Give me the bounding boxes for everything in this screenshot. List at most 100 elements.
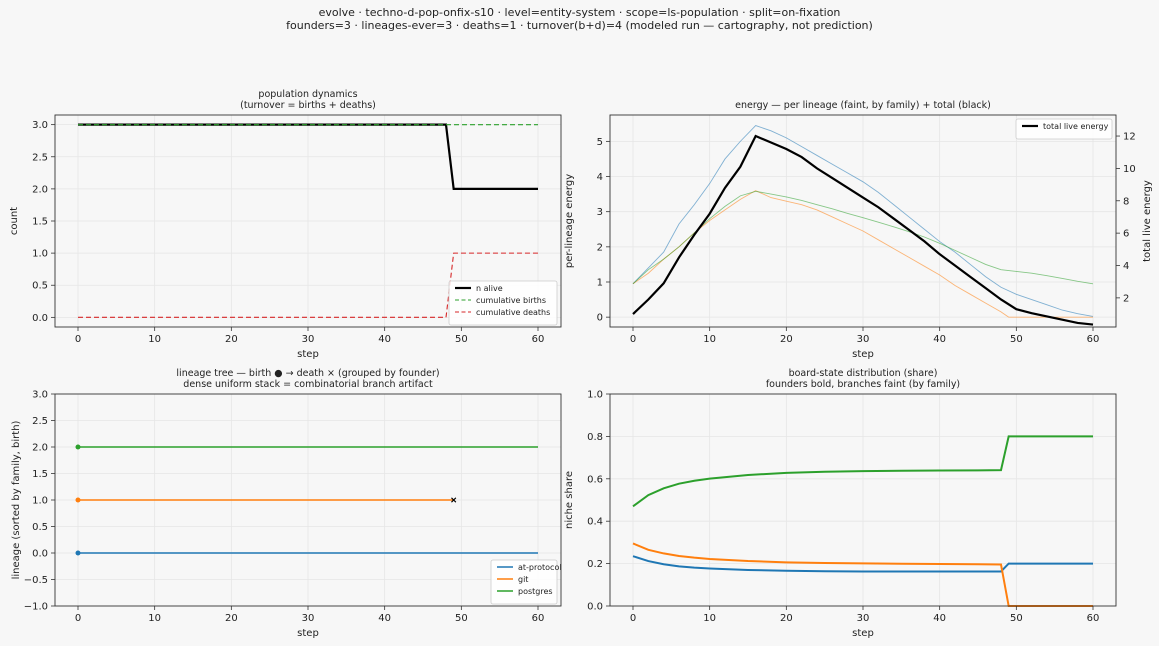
series-line — [632, 125, 1094, 317]
legend-label: cumulative births — [476, 296, 546, 305]
x-tick-label: 30 — [857, 334, 870, 345]
y2-tick-label: 2 — [1123, 293, 1129, 304]
x-tick-label: 20 — [780, 334, 793, 345]
y-tick-label: 0.0 — [32, 313, 48, 324]
y-tick-label: 4 — [597, 172, 603, 183]
x-tick-label: 60 — [1087, 334, 1100, 345]
y-axis-label: lineage (sorted by family, birth) — [11, 420, 22, 579]
y-tick-label: 3.0 — [32, 120, 48, 131]
y-axis-label: per-lineage energy — [564, 174, 575, 268]
y2-axis-label: total live energy — [1142, 180, 1153, 262]
y2-tick-label: 6 — [1123, 229, 1129, 240]
legend-label: n alive — [476, 284, 503, 293]
legend-label: at-protocol — [518, 563, 562, 572]
legend-box — [490, 559, 558, 605]
panel-subtitle: dense uniform stack = combinatorial bran… — [183, 379, 433, 390]
panel-subtitle: founders bold, branches faint (by family… — [766, 379, 960, 390]
y-axis-label: count — [9, 207, 20, 235]
x-tick-label: 60 — [532, 334, 545, 345]
panel-subtitle: (turnover = births + deaths) — [240, 100, 376, 111]
y2-tick-label: 4 — [1123, 261, 1129, 272]
x-tick-label: 60 — [532, 613, 545, 624]
x-tick-label: 10 — [703, 334, 716, 345]
panel-population: n alive cumulative births cumulative death… — [9, 89, 562, 360]
x-tick-label: 40 — [378, 334, 391, 345]
legend-label: git — [518, 575, 528, 584]
y-tick-label: 0.4 — [587, 517, 603, 528]
y-tick-label: 0 — [597, 313, 603, 324]
y-tick-label: 5 — [597, 137, 603, 148]
series-line — [632, 190, 1094, 285]
x-tick-label: 50 — [1010, 613, 1023, 624]
legend-box — [1015, 118, 1113, 140]
y-tick-label: 1.0 — [587, 390, 603, 401]
panel-title: energy — per lineage (faint, by family) … — [735, 100, 991, 111]
y-tick-label: 2.0 — [32, 184, 48, 195]
y-tick-label: −0.5 — [24, 575, 48, 586]
x-tick-label: 50 — [455, 613, 468, 624]
x-tick-label: 0 — [630, 613, 636, 624]
death-marker — [451, 497, 457, 503]
y-tick-label: 3.0 — [32, 390, 48, 401]
x-tick-label: 60 — [1087, 613, 1100, 624]
y-tick-label: 1.5 — [32, 469, 48, 480]
y-tick-label: 1.0 — [32, 496, 48, 507]
x-tick-label: 20 — [225, 334, 238, 345]
panel-title: lineage tree — birth ● → death × (groupe… — [176, 368, 439, 379]
panel-title: board-state distribution (share) — [789, 368, 938, 379]
y-tick-label: 0.8 — [587, 432, 603, 443]
x-axis-label: step — [852, 628, 874, 639]
y-tick-label: 0.6 — [587, 474, 603, 485]
x-axis-label: step — [852, 349, 874, 360]
y-tick-label: 0.5 — [32, 281, 48, 292]
x-tick-label: 0 — [75, 613, 81, 624]
y-tick-label: −1.0 — [24, 602, 48, 613]
y-tick-label: 0.2 — [587, 559, 603, 570]
series-line — [632, 542, 1093, 607]
x-tick-label: 20 — [780, 613, 793, 624]
birth-marker — [75, 497, 81, 503]
legend-label: postgres — [518, 587, 553, 596]
y-tick-label: 2.0 — [32, 443, 48, 454]
suptitle-line1: evolve · techno-d-pop-onfix-s10 · level=… — [319, 6, 841, 19]
x-axis-label: step — [297, 628, 319, 639]
y-tick-label: 2.5 — [32, 152, 48, 163]
x-axis-label: step — [297, 349, 319, 360]
y2-tick-label: 10 — [1123, 164, 1136, 175]
y-tick-label: 0.0 — [587, 602, 603, 613]
y-tick-label: 2.5 — [32, 416, 48, 427]
x-tick-label: 40 — [378, 613, 391, 624]
panel-lineage: at-protocol git postgres 0 10 20 30 40 50 60 −1.0 −… — [11, 368, 562, 639]
y-tick-label: 1 — [597, 277, 603, 288]
panel-title: population dynamics — [258, 89, 357, 100]
x-tick-label: 10 — [703, 613, 716, 624]
x-tick-label: 10 — [148, 613, 161, 624]
y2-tick-label: 12 — [1123, 132, 1136, 143]
birth-marker — [75, 444, 81, 450]
y-tick-label: 3 — [597, 207, 603, 218]
legend-label: total live energy — [1043, 122, 1109, 131]
x-tick-label: 40 — [933, 613, 946, 624]
x-tick-label: 30 — [857, 613, 870, 624]
y-tick-label: 0.5 — [32, 522, 48, 533]
suptitle-line2: founders=3 · lineages-ever=3 · deaths=1 … — [286, 19, 873, 32]
y2-tick-label: 8 — [1123, 196, 1129, 207]
x-tick-label: 20 — [225, 613, 238, 624]
y-tick-label: 0.0 — [32, 549, 48, 560]
panel-board: 0 10 20 30 40 50 60 0.0 0.2 0.4 0.6 0.8 1.0 step niche… — [564, 368, 1117, 639]
x-tick-label: 30 — [302, 334, 315, 345]
x-tick-label: 50 — [455, 334, 468, 345]
y-tick-label: 2 — [597, 242, 603, 253]
y-tick-label: 1.5 — [32, 217, 48, 228]
chart-panels: n alive cumulative births cumulative death… — [9, 89, 1153, 639]
series-line — [632, 134, 1094, 326]
x-tick-label: 0 — [630, 334, 636, 345]
x-tick-label: 50 — [1010, 334, 1023, 345]
series-line — [632, 555, 1093, 573]
legend-box — [448, 280, 558, 326]
x-tick-label: 10 — [148, 334, 161, 345]
x-tick-label: 40 — [933, 334, 946, 345]
legend-label: cumulative deaths — [476, 308, 550, 317]
